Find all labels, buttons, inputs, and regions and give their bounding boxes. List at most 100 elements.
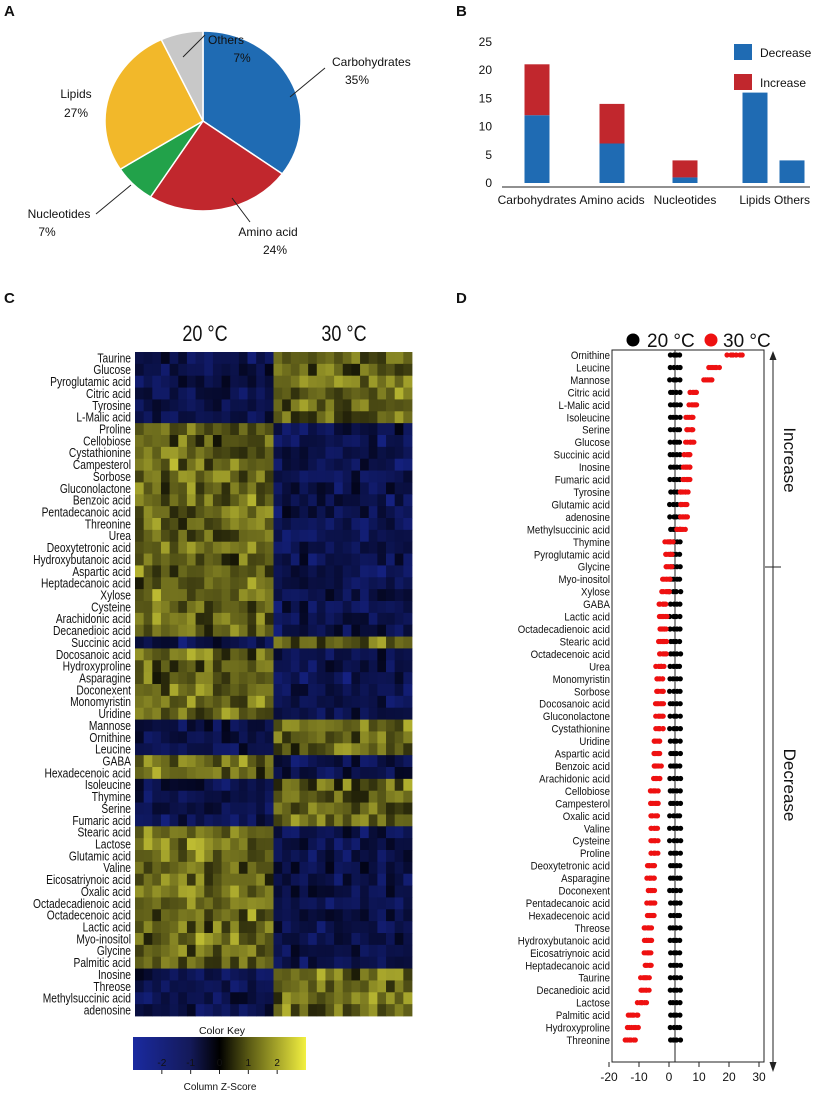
heatmap-cell — [394, 956, 404, 969]
heatmap-cell — [325, 778, 335, 792]
heatmap-cell — [221, 933, 231, 946]
dot-30c — [687, 476, 693, 483]
heatmap-cell — [204, 968, 214, 981]
dot-20c — [677, 452, 683, 458]
heatmap-cell — [247, 553, 257, 566]
heatmap-cell — [143, 968, 153, 981]
heatmap-cell — [221, 838, 231, 851]
heatmap-cell — [221, 707, 231, 720]
heatmap-row-label: GABA — [103, 756, 132, 769]
heatmap-cell — [221, 624, 231, 637]
heatmap-cell — [368, 980, 378, 993]
heatmap-cell — [290, 850, 300, 863]
heatmap-cell — [256, 577, 266, 590]
heatmap-cell — [394, 565, 404, 578]
dot-20c — [667, 501, 673, 508]
heatmap-cell — [256, 826, 266, 839]
dot-20c — [676, 912, 683, 919]
heatmap-cell — [308, 601, 318, 614]
dot-row-label: Octadecadienoic acid — [518, 623, 610, 636]
heatmap-cell — [160, 707, 171, 720]
dot-row-label: Threose — [575, 922, 610, 935]
heatmap-cell — [325, 589, 335, 602]
heatmap-cell — [282, 790, 292, 803]
heatmap-cell — [299, 790, 309, 803]
heatmap-cell — [143, 601, 153, 614]
heatmap-cell — [360, 553, 370, 566]
heatmap-cell — [238, 624, 248, 637]
heatmap-cell — [325, 435, 335, 448]
heatmap-cell — [360, 565, 370, 578]
heatmap-cell — [360, 423, 370, 436]
heatmap-cell — [351, 612, 361, 626]
heatmap-cell — [386, 506, 396, 519]
heatmap-cell — [169, 529, 179, 543]
heatmap-cell — [247, 660, 257, 673]
heatmap-cell — [221, 778, 231, 792]
heatmap-cell — [403, 933, 413, 946]
heatmap-cell — [221, 802, 231, 815]
heatmap-cell — [290, 624, 300, 637]
heatmap-cell — [204, 1004, 214, 1017]
heatmap-cell — [282, 695, 292, 709]
dot-row-label: Citric acid — [568, 387, 610, 400]
heatmap-cell — [135, 482, 145, 495]
heatmap-cell — [273, 518, 283, 531]
heatmap-cell — [334, 980, 344, 993]
heatmap-cell — [256, 707, 266, 720]
heatmap-cell — [368, 743, 378, 756]
heatmap-cell — [368, 790, 378, 803]
heatmap-cell — [152, 363, 162, 377]
heatmap-cell — [186, 731, 196, 744]
heatmap-cell — [264, 956, 274, 969]
heatmap-cell — [212, 850, 222, 863]
heatmap-cell — [212, 387, 222, 400]
heatmap-cell — [160, 352, 171, 365]
color-key-gradient — [133, 1037, 306, 1070]
heatmap-cell — [178, 565, 188, 578]
heatmap-cell — [316, 494, 326, 507]
heatmap-cell — [160, 636, 171, 649]
heatmap-cell — [178, 399, 188, 412]
heatmap-cell — [273, 873, 283, 886]
dot-20c — [677, 564, 683, 570]
heatmap-cell — [273, 980, 283, 993]
heatmap-cell — [152, 778, 162, 792]
heatmap-cell — [316, 1004, 326, 1017]
heatmap-cell — [247, 755, 257, 768]
dot-20c — [677, 1000, 683, 1006]
dot-30c — [654, 813, 661, 819]
heatmap-cell — [186, 956, 196, 969]
heatmap-cell — [212, 565, 222, 578]
heatmap-cell — [273, 529, 283, 543]
heatmap-cell — [230, 1004, 240, 1017]
heatmap-cell — [360, 719, 370, 732]
heatmap-cell — [342, 956, 352, 969]
heatmap-cell — [256, 470, 266, 483]
heatmap-cell — [264, 814, 274, 827]
dot-row-label: Mannose — [570, 374, 610, 387]
heatmap-cell — [186, 435, 196, 448]
heatmap-cell — [195, 446, 205, 460]
heatmap-cell — [273, 624, 283, 637]
pie-pct-carbohydrates: 35% — [345, 73, 369, 87]
heatmap-cell — [135, 980, 145, 993]
heatmap-cell — [308, 921, 318, 934]
pie-pct-nucleotides: 7% — [38, 225, 56, 239]
heatmap-cell — [368, 506, 378, 519]
heatmap-cell — [299, 850, 309, 863]
heatmap-cell — [221, 375, 231, 388]
heatmap-cell — [386, 423, 396, 436]
dot-row-label: Cysteine — [572, 835, 610, 848]
heatmap-cell — [195, 423, 205, 436]
heatmap-cell — [377, 980, 387, 993]
heatmap-cell — [282, 624, 292, 637]
heatmap-cell — [299, 375, 309, 388]
heatmap-cell — [212, 755, 222, 768]
heatmap-cell — [334, 624, 344, 637]
heatmap-cell — [316, 589, 326, 602]
heatmap-cell — [186, 885, 196, 898]
panel-label-d: D — [456, 290, 467, 307]
dot-20c — [677, 352, 683, 358]
heatmap-cell — [325, 933, 335, 946]
